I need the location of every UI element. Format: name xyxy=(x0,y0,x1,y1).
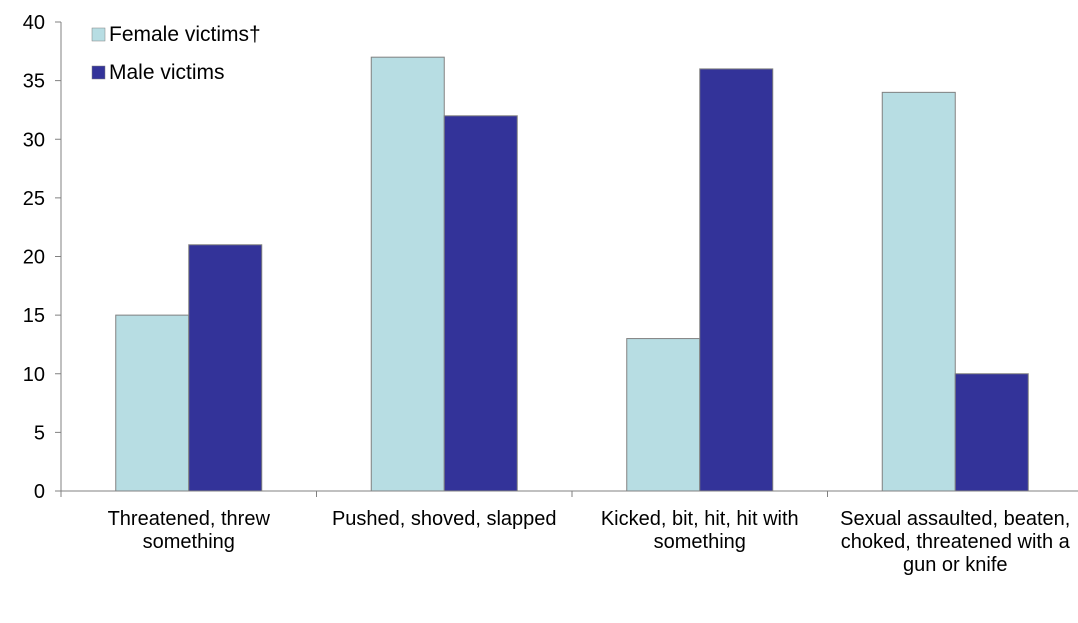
bar-female xyxy=(626,338,701,492)
y-tick-label: 0 xyxy=(34,481,45,503)
x-category-label: Kicked, bit, hit, hit with something xyxy=(600,508,799,553)
y-tick-label: 15 xyxy=(23,305,45,327)
bar-male xyxy=(699,68,774,492)
bars xyxy=(115,56,1029,492)
legend-label: Male victims xyxy=(109,61,225,84)
y-tick-label: 25 xyxy=(23,188,45,210)
y-tick-label: 30 xyxy=(23,129,45,151)
legend: Female victims† Male victims xyxy=(91,23,261,84)
y-tick-label: 35 xyxy=(23,71,45,93)
y-tick-label: 40 xyxy=(23,12,45,34)
legend-swatch xyxy=(91,65,106,80)
y-tick-label: 20 xyxy=(23,247,45,269)
x-category-label: Sexual assaulted, beaten, choked, threat… xyxy=(840,508,1071,576)
bar-female xyxy=(881,91,956,492)
legend-swatch xyxy=(91,27,106,42)
bar-male xyxy=(954,373,1029,492)
bar-male xyxy=(443,115,518,492)
axes xyxy=(60,22,1078,497)
x-category-label: Pushed, shoved, slapped xyxy=(331,508,557,530)
y-axis-ticks: 0 5 10 15 20 25 30 35 40 xyxy=(23,12,61,503)
bar-male xyxy=(188,244,263,492)
y-tick-label: 5 xyxy=(34,422,45,444)
bar-female xyxy=(115,314,190,492)
x-category-label: Threatened, threw something xyxy=(107,508,270,553)
y-tick-label: 10 xyxy=(23,364,45,386)
legend-label: Female victims† xyxy=(109,23,261,46)
bar-female xyxy=(370,56,445,492)
